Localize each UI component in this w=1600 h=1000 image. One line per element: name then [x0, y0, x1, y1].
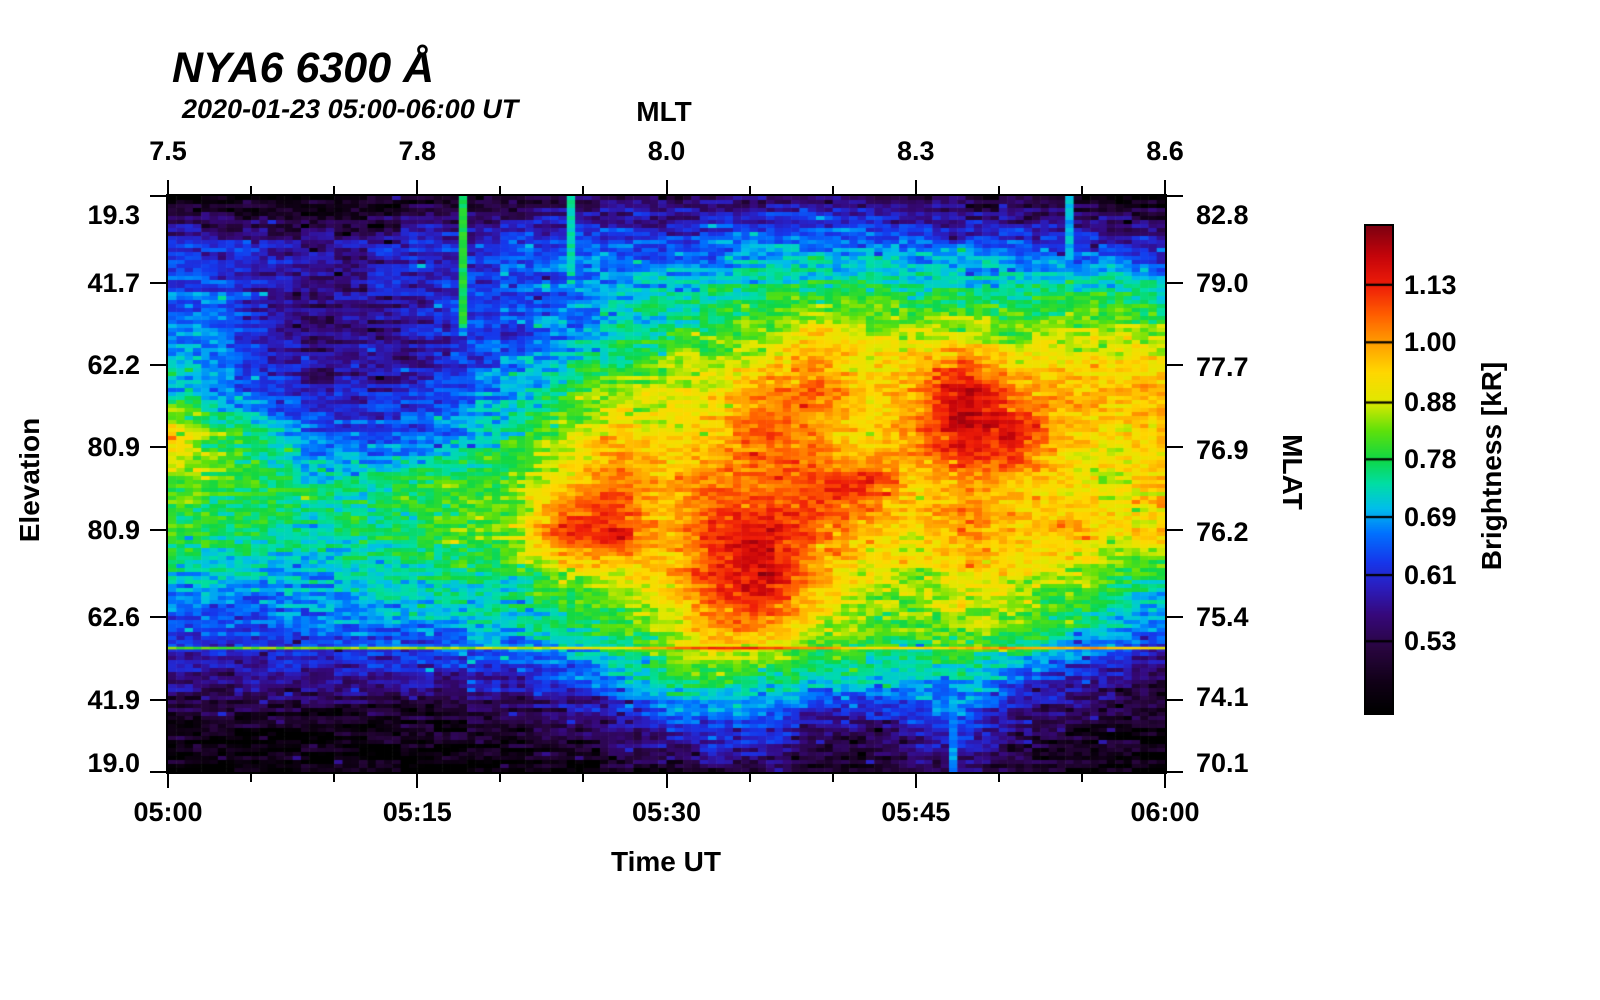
tick-mark: [1167, 446, 1183, 449]
tick-mark: [748, 774, 751, 782]
tick-mark: [150, 363, 166, 366]
tick-mark: [1167, 699, 1183, 701]
right-tick-label: 74.1: [1196, 682, 1249, 713]
tick-mark: [150, 195, 166, 197]
right-axis-title: MLAT: [1277, 434, 1308, 510]
top-tick-label: 8.6: [1146, 136, 1184, 166]
right-tick-label: 70.1: [1196, 748, 1249, 779]
tick-mark: [914, 774, 917, 788]
tick-mark: [167, 774, 169, 788]
tick-mark: [333, 186, 336, 194]
tick-mark: [1080, 774, 1083, 782]
bottom-tick-label: 05:00: [133, 797, 203, 827]
left-tick-label: 80.9: [87, 515, 140, 546]
colorbar-title: Brightness [kR]: [1476, 361, 1507, 571]
tick-mark: [150, 529, 166, 532]
left-tick-label: 62.6: [87, 602, 140, 633]
tick-mark: [250, 774, 253, 782]
tick-mark: [665, 774, 668, 788]
tick-mark: [997, 186, 1000, 194]
top-tick-label: 7.8: [398, 136, 437, 166]
left-tick-label: 62.2: [87, 349, 140, 380]
right-tick-label: 77.7: [1196, 352, 1249, 383]
bottom-tick-label: 05:15: [382, 797, 452, 827]
right-tick-label: 82.8: [1196, 200, 1249, 230]
tick-mark: [1167, 195, 1183, 197]
tick-mark: [1167, 363, 1183, 366]
top-tick-label: 7.5: [149, 136, 187, 166]
left-tick-label: 19.3: [87, 200, 140, 230]
bottom-tick-label: 05:30: [631, 797, 702, 827]
top-tick-label: 8.0: [647, 136, 686, 166]
tick-mark: [333, 774, 336, 782]
bottom-axis-title: Time UT: [611, 846, 721, 877]
tick-mark: [416, 774, 419, 788]
tick-mark: [416, 180, 419, 194]
tick-mark: [914, 180, 917, 194]
right-tick-label: 75.4: [1196, 602, 1249, 633]
right-tick-label: 79.0: [1196, 267, 1249, 298]
tick-mark: [499, 774, 502, 782]
tick-mark: [167, 180, 169, 194]
tick-mark: [997, 774, 1000, 782]
left-axis-title: Elevation: [14, 417, 45, 543]
plot-subtitle: 2020-01-23 05:00-06:00 UT: [182, 94, 519, 124]
top-tick-label: 8.3: [896, 136, 935, 166]
tick-mark: [1167, 529, 1183, 532]
tick-mark: [748, 186, 751, 194]
left-tick-label: 19.0: [87, 748, 140, 779]
tick-mark: [499, 186, 502, 194]
tick-mark: [150, 446, 166, 449]
bottom-tick-label: 05:45: [881, 797, 951, 827]
colorbar-canvas: [1366, 226, 1392, 713]
top-axis-title: MLT: [636, 96, 692, 127]
colorbar-tick-label: 0.69: [1404, 501, 1457, 532]
tick-mark: [250, 186, 253, 194]
left-tick-label: 41.9: [87, 685, 140, 715]
colorbar-tick-label: 0.53: [1404, 626, 1457, 657]
colorbar-tick-label: 0.78: [1404, 444, 1457, 475]
colorbar-tick-label: 1.13: [1404, 269, 1457, 300]
colorbar-tick-label: 1.00: [1404, 327, 1457, 358]
tick-mark: [1164, 774, 1166, 788]
tick-mark: [1080, 186, 1083, 194]
colorbar-tick-label: 0.88: [1404, 387, 1457, 418]
tick-mark: [665, 180, 668, 194]
tick-mark: [1167, 771, 1183, 773]
tick-mark: [150, 699, 166, 701]
colorbar-tick-label: 0.61: [1404, 559, 1457, 590]
tick-mark: [582, 774, 585, 782]
left-tick-label: 41.7: [87, 267, 140, 298]
tick-mark: [1167, 616, 1183, 619]
right-tick-label: 76.9: [1196, 435, 1249, 466]
tick-mark: [1167, 281, 1183, 284]
plot-title: NYA6 6300 Å: [172, 44, 435, 92]
tick-mark: [831, 186, 834, 194]
heatmap-canvas: [168, 196, 1165, 772]
left-tick-label: 80.9: [87, 432, 140, 463]
tick-mark: [582, 186, 585, 194]
tick-mark: [150, 616, 166, 619]
right-tick-label: 76.2: [1196, 516, 1249, 547]
bottom-tick-label: 06:00: [1130, 797, 1200, 827]
tick-mark: [150, 771, 166, 773]
tick-mark: [150, 281, 166, 284]
tick-mark: [831, 774, 834, 782]
tick-mark: [1164, 180, 1166, 194]
